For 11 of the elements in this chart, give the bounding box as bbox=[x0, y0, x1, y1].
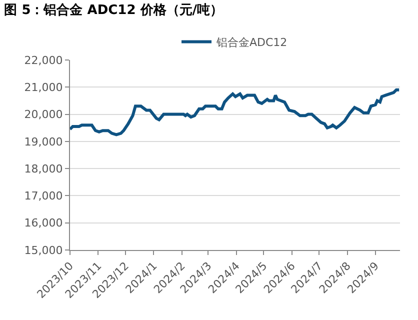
line-series bbox=[70, 88, 400, 136]
y-tick-label: 21,000 bbox=[24, 80, 63, 94]
y-tick-label: 20,000 bbox=[24, 108, 63, 122]
y-tick-label: 17,000 bbox=[24, 190, 63, 203]
y-tick-label: 19,000 bbox=[24, 135, 63, 148]
y-tick-label: 16,000 bbox=[24, 216, 63, 230]
chart-title: 图 5：铝合金 ADC12 价格（元/吨） bbox=[4, 2, 224, 18]
legend-label: 铝合金ADC12 bbox=[216, 36, 288, 49]
y-tick-label: 15,000 bbox=[24, 244, 63, 257]
y-tick-label: 18,000 bbox=[24, 162, 63, 176]
y-tick-label: 22,000 bbox=[24, 54, 63, 67]
